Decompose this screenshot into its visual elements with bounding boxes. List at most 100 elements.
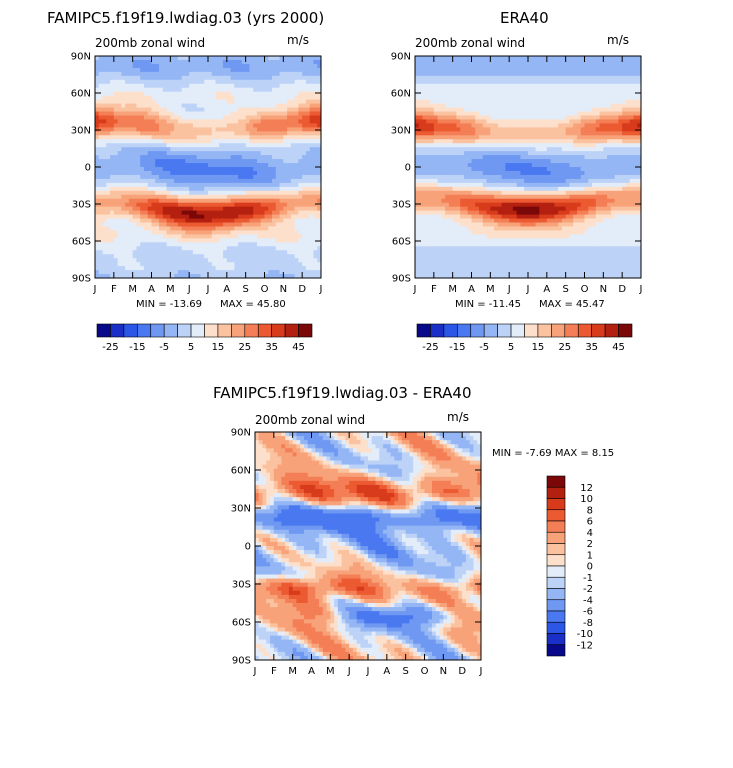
field-cell xyxy=(166,202,171,208)
field-cell xyxy=(117,198,122,204)
field-cell xyxy=(437,190,442,196)
field-cell xyxy=(505,163,510,168)
field-cell xyxy=(245,95,251,101)
field-cell xyxy=(309,214,315,220)
field-cell xyxy=(490,222,495,228)
field-cell xyxy=(441,250,446,255)
field-cell xyxy=(151,190,156,196)
field-cell xyxy=(174,115,179,121)
field-cell xyxy=(283,111,288,117)
field-cell xyxy=(287,182,292,188)
field-cell xyxy=(219,210,224,216)
field-cell xyxy=(294,258,299,263)
field-cell xyxy=(415,258,420,263)
field-cell xyxy=(268,262,273,267)
field-cell xyxy=(241,75,247,81)
field-cell xyxy=(223,131,228,136)
field-cell xyxy=(516,123,522,128)
field-cell xyxy=(294,103,299,109)
field-cell xyxy=(479,155,484,160)
field-cell xyxy=(253,270,258,275)
field-cell xyxy=(192,190,198,196)
field-cell xyxy=(272,87,277,93)
field-cell xyxy=(234,178,239,184)
field-cell xyxy=(287,202,292,208)
field-cell xyxy=(509,274,514,278)
field-cell xyxy=(305,210,311,216)
field-cell xyxy=(418,159,424,164)
field-cell xyxy=(497,198,503,204)
field-cell xyxy=(437,159,442,164)
field-cell xyxy=(132,226,138,232)
field-cell xyxy=(249,75,254,81)
field-cell xyxy=(241,214,247,220)
field-cell xyxy=(268,234,273,239)
field-cell xyxy=(249,206,254,212)
field-cell xyxy=(512,127,518,132)
field-cell xyxy=(287,59,292,65)
field-cell xyxy=(211,67,217,73)
field-cell xyxy=(415,111,420,117)
field-cell xyxy=(463,190,469,196)
field-cell xyxy=(272,210,277,216)
field-cell xyxy=(234,103,239,109)
field-cell xyxy=(471,198,476,204)
field-cell xyxy=(264,250,269,255)
field-cell xyxy=(181,258,186,263)
field-cell xyxy=(260,63,266,69)
field-cell xyxy=(309,167,315,172)
field-cell xyxy=(125,210,130,216)
field-cell xyxy=(422,59,427,65)
field-cell xyxy=(260,83,266,89)
field-cell xyxy=(294,242,299,247)
field-cell xyxy=(125,155,130,160)
field-cell xyxy=(211,159,217,164)
field-cell xyxy=(162,75,168,81)
field-cell xyxy=(479,170,484,176)
field-cell xyxy=(437,178,442,184)
field-cell xyxy=(418,226,424,232)
field-cell xyxy=(219,258,224,263)
field-cell xyxy=(272,127,277,132)
field-cell xyxy=(433,127,439,132)
field-cell xyxy=(433,123,439,128)
field-cell xyxy=(245,67,251,73)
field-cell xyxy=(155,99,160,105)
field-cell xyxy=(494,87,499,93)
field-cell xyxy=(441,258,446,263)
field-cell xyxy=(482,202,488,208)
field-cell xyxy=(475,83,480,89)
field-cell xyxy=(181,222,186,228)
field-cell xyxy=(305,178,311,184)
field-cell xyxy=(185,202,190,208)
field-cell xyxy=(143,178,149,184)
field-cell xyxy=(185,194,190,200)
field-cell xyxy=(110,202,115,208)
field-cell xyxy=(241,71,247,77)
field-cell xyxy=(121,226,126,232)
field-cell xyxy=(260,270,266,275)
field-cell xyxy=(215,95,220,101)
field-cell xyxy=(272,198,277,204)
field-cell xyxy=(283,234,288,239)
field-cell xyxy=(268,238,273,243)
field-cell xyxy=(441,91,446,97)
field-cell xyxy=(256,107,262,113)
field-cell xyxy=(185,174,190,180)
field-cell xyxy=(433,135,439,140)
field-cell xyxy=(249,238,254,243)
field-cell xyxy=(437,119,442,124)
field-cell xyxy=(302,250,307,255)
field-cell xyxy=(415,167,420,172)
field-cell xyxy=(501,246,506,251)
field-cell xyxy=(95,262,100,267)
field-cell xyxy=(211,135,217,140)
field-cell xyxy=(253,170,258,176)
field-cell xyxy=(268,131,273,136)
field-cell xyxy=(290,83,296,89)
field-cell xyxy=(448,186,454,192)
field-cell xyxy=(128,95,134,101)
field-cell xyxy=(98,186,104,192)
field-cell xyxy=(426,131,431,136)
field-cell xyxy=(211,63,217,69)
